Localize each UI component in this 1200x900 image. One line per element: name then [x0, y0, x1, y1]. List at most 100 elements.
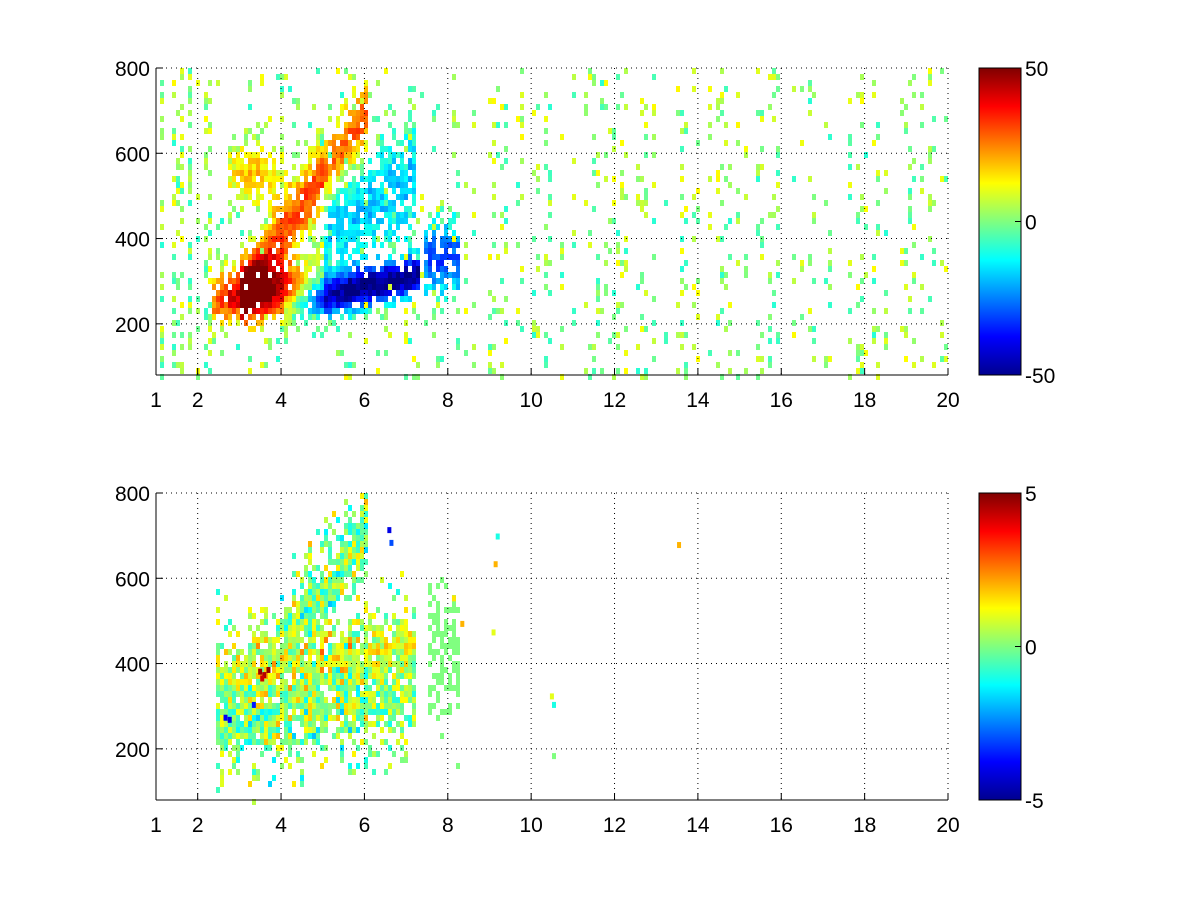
heatmap-cell: [304, 619, 308, 625]
heatmap-cell: [328, 631, 332, 637]
heatmap-cell: [296, 751, 300, 757]
heatmap-cell: [268, 781, 272, 787]
heatmap-cell: [240, 176, 244, 182]
heatmap-cell: [204, 272, 208, 278]
heatmap-cell: [316, 709, 320, 715]
heatmap-cell: [604, 80, 608, 86]
heatmap-cell: [260, 224, 264, 230]
heatmap-cell: [268, 266, 272, 272]
heatmap-cell: [340, 589, 344, 595]
heatmap-cell: [296, 200, 300, 206]
heatmap-cell: [204, 98, 208, 104]
heatmap-cell: [376, 368, 380, 374]
heatmap-cell: [280, 116, 284, 122]
heatmap-cell: [932, 146, 936, 152]
heatmap-cell: [316, 68, 320, 74]
heatmap-cell: [188, 284, 192, 290]
heatmap-cell: [400, 691, 404, 697]
heatmap-cell: [344, 649, 348, 655]
heatmap-cell: [264, 302, 268, 308]
heatmap-cell: [400, 212, 404, 218]
heatmap-cell: [864, 350, 868, 356]
heatmap-cell: [308, 715, 312, 721]
heatmap-cell: [360, 308, 364, 314]
heatmap-cell: [328, 302, 332, 308]
heatmap-cell: [492, 212, 496, 218]
heatmap-cell: [400, 637, 404, 643]
heatmap-cell: [340, 547, 344, 553]
heatmap-cell: [260, 176, 264, 182]
heatmap-cell: [268, 344, 272, 350]
heatmap-cell: [408, 224, 412, 230]
heatmap-cell: [364, 278, 368, 284]
heatmap-cell: [348, 224, 352, 230]
heatmap-cell: [768, 272, 772, 278]
heatmap-cell: [392, 128, 396, 134]
heatmap-cell: [280, 230, 284, 236]
heatmap-cell: [356, 559, 360, 565]
heatmap-cell: [364, 128, 368, 134]
heatmap-cell: [248, 667, 252, 673]
heatmap-cell: [356, 745, 360, 751]
heatmap-cell: [356, 278, 360, 284]
heatmap-cell: [532, 332, 536, 338]
heatmap-cell: [436, 104, 440, 110]
heatmap-cell: [444, 266, 448, 272]
heatmap-cell: [520, 68, 524, 74]
heatmap-cell: [324, 577, 328, 583]
heatmap-cell: [412, 637, 416, 643]
heatmap-cell: [452, 230, 456, 236]
heatmap-cell: [312, 146, 316, 152]
heatmap-cell: [348, 559, 352, 565]
heatmap-cell: [440, 733, 444, 739]
heatmap-cell: [348, 122, 352, 128]
heatmap-cell: [372, 242, 376, 248]
heatmap-cell: [412, 356, 416, 362]
heatmap-cell: [448, 679, 452, 685]
heatmap-cell: [352, 188, 356, 194]
heatmap-cell: [428, 601, 432, 607]
heatmap-cell: [352, 643, 356, 649]
heatmap-cell: [904, 248, 908, 254]
heatmap-cell: [364, 284, 368, 290]
heatmap-cell: [348, 703, 352, 709]
heatmap-cell: [268, 302, 272, 308]
x-tick-label: 14: [686, 814, 710, 837]
heatmap-cell: [412, 278, 416, 284]
heatmap-cell: [320, 284, 324, 290]
heatmap-cell: [312, 152, 316, 158]
heatmap-cell: [912, 278, 916, 284]
heatmap-cell: [272, 266, 276, 272]
heatmap-cell: [248, 194, 252, 200]
heatmap-cell: [340, 559, 344, 565]
heatmap-cell: [352, 679, 356, 685]
heatmap-cell: [264, 338, 268, 344]
x-tick-label: 16: [770, 814, 793, 837]
heatmap-cell: [272, 182, 276, 188]
heatmap-cell: [300, 230, 304, 236]
heatmap-cell: [308, 649, 312, 655]
heatmap-cell: [316, 739, 320, 745]
heatmap-cell: [848, 272, 852, 278]
heatmap-cell: [304, 206, 308, 212]
heatmap-cell: [388, 230, 392, 236]
heatmap-cell: [404, 206, 408, 212]
heatmap-cell: [316, 595, 320, 601]
heatmap-cell: [696, 314, 700, 320]
heatmap-cell: [876, 200, 880, 206]
heatmap-cell: [300, 757, 304, 763]
heatmap-cell: [268, 739, 272, 745]
heatmap-cell: [224, 260, 228, 266]
heatmap-cell: [332, 595, 336, 601]
heatmap-cell: [352, 284, 356, 290]
heatmap-cell: [280, 260, 284, 266]
heatmap-cell: [620, 194, 624, 200]
heatmap-cell: [312, 188, 316, 194]
heatmap-cell: [336, 296, 340, 302]
heatmap-cell: [600, 98, 604, 104]
heatmap-cell: [364, 505, 368, 511]
heatmap-cell: [244, 128, 248, 134]
heatmap-cell: [228, 218, 232, 224]
heatmap-cell: [504, 296, 508, 302]
heatmap-cell: [440, 272, 444, 278]
